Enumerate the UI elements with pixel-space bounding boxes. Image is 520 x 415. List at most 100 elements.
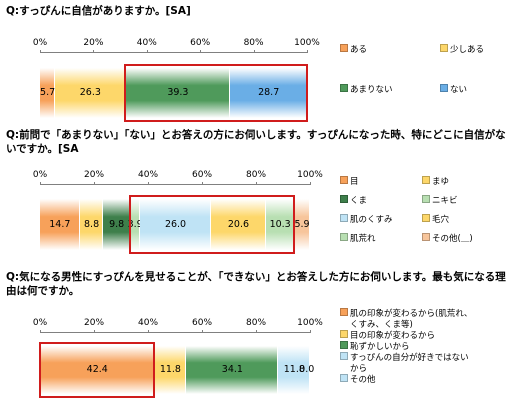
axis-tick-label: 80% <box>245 170 267 180</box>
legend-label: すっぴんの自分が好きではない <box>350 353 469 363</box>
bar-segment <box>230 68 307 118</box>
legend-item: まゆ <box>422 176 449 187</box>
bar-segment <box>40 68 56 118</box>
axis-tick <box>148 330 149 333</box>
bar-value-label: 28.7 <box>258 87 280 98</box>
legend-item: 肌荒れ <box>340 233 376 244</box>
legend-swatch <box>340 374 348 382</box>
bar-value-label: 0.0 <box>299 364 315 375</box>
axis-tick <box>310 182 311 185</box>
bar-value-label: 34.1 <box>221 364 243 375</box>
legend-swatch <box>440 44 448 52</box>
axis-tick-label: 60% <box>191 318 213 328</box>
axis-tick-label: 80% <box>245 318 267 328</box>
bar-value-label: 5.9 <box>294 218 310 230</box>
bar-segment <box>154 346 187 394</box>
axis-tick-label: 80% <box>243 38 264 48</box>
axis-tick-label: 60% <box>191 170 213 180</box>
legend-item: 目の印象が変わるから <box>340 330 435 341</box>
axis-tick <box>146 50 148 53</box>
axis-tick <box>256 182 257 185</box>
bar-value-label: 26.3 <box>79 87 101 98</box>
axis-tick-label: 100% <box>297 170 323 180</box>
axis-tick <box>307 50 308 53</box>
bar-segment <box>310 346 312 394</box>
axis-line <box>40 184 310 185</box>
axis-tick <box>253 50 255 53</box>
legend-label: ない <box>450 85 468 95</box>
axis-tick <box>200 50 202 53</box>
bar-value-label: 10.3 <box>269 218 291 230</box>
bar-value-label: 39.3 <box>167 87 189 98</box>
legend-label: 少しある <box>450 45 485 55</box>
bar-value-label: 11.8 <box>283 364 305 375</box>
legend-swatch <box>422 233 430 241</box>
legend-swatch <box>340 84 348 92</box>
legend-label: その他(＿) <box>432 234 473 244</box>
axis-tick-label: 40% <box>137 318 159 328</box>
legend-swatch <box>340 330 348 338</box>
chart-1-title: Q:すっぴんに自信がありますか。[SA] <box>6 5 191 17</box>
bar-value-label: 26.0 <box>164 218 187 230</box>
bar-value-label: 20.6 <box>227 218 250 230</box>
legend-item: すっぴんの自分が好きではない <box>340 352 469 363</box>
axis-tick-label: 0% <box>32 38 48 48</box>
legend-label: 肌の印象が変わるから(肌荒れ、 <box>350 309 473 319</box>
legend-label: まゆ <box>432 177 450 187</box>
legend-label: 毛穴 <box>432 215 450 225</box>
axis-tick <box>94 182 95 185</box>
axis-tick <box>256 330 257 333</box>
axis-tick <box>93 50 95 53</box>
legend-label: あまりない <box>350 85 393 95</box>
legend-swatch <box>340 44 348 52</box>
bar-segment <box>40 199 80 250</box>
bar-segment <box>129 199 141 250</box>
axis-tick-label: 100% <box>297 318 323 328</box>
legend-label: 目の印象が変わるから <box>350 331 436 341</box>
axis-line <box>40 52 307 53</box>
bar-segment <box>125 68 231 118</box>
legend-item: くま <box>340 195 367 206</box>
legend-swatch <box>340 214 348 222</box>
legend-item: あまりない <box>340 84 393 95</box>
axis-tick <box>310 330 311 333</box>
legend-swatch <box>340 341 348 349</box>
legend-label: 目 <box>350 177 359 187</box>
legend-label: 恥ずかしいから <box>350 342 410 352</box>
legend-item: ある <box>340 44 367 55</box>
bar-segment <box>79 199 104 250</box>
legend-swatch <box>340 308 348 316</box>
bar-segment <box>140 199 211 250</box>
chart-2-title: Q:前問で「あまりない」「ない」とお答えの方にお伺いします。すっぴんになった時、… <box>6 128 511 156</box>
bar-segment <box>55 68 126 118</box>
legend-item: 恥ずかしいから <box>340 341 410 352</box>
axis-tick <box>148 182 149 185</box>
axis-tick-label: 20% <box>83 38 104 48</box>
chart-2-title-text: Q:前問で「あまりない」「ない」とお答えの方にお伺いします。すっぴんになった時、… <box>6 129 506 155</box>
legend-swatch <box>340 352 348 360</box>
axis-tick <box>202 330 203 333</box>
legend-swatch <box>422 195 430 203</box>
axis-tick-label: 40% <box>137 170 159 180</box>
legend-item: から <box>340 363 367 374</box>
legend-item: 目 <box>340 176 359 187</box>
legend-label: から <box>350 364 368 374</box>
bar-segment <box>210 199 267 250</box>
axis-tick-label: 20% <box>83 170 105 180</box>
legend-swatch <box>340 195 348 203</box>
bar-segment <box>278 346 311 394</box>
axis-tick <box>40 50 41 53</box>
legend-label: くま <box>350 196 368 206</box>
bar-value-label: 3.9 <box>127 218 143 230</box>
axis-tick <box>94 330 95 333</box>
legend-label: その他 <box>350 375 376 385</box>
chart-3-bar: 42.4 11.8 34.1 11.8 0.0 <box>39 342 314 398</box>
bar-segment <box>294 199 310 250</box>
axis-tick-label: 0% <box>32 170 48 180</box>
legend-item: 肌のくすみ <box>340 214 393 225</box>
bar-segment <box>40 346 155 394</box>
legend-label: ニキビ <box>432 196 458 206</box>
legend-swatch <box>422 214 430 222</box>
legend-item: 毛穴 <box>422 214 449 225</box>
legend-item: 少しある <box>440 44 484 55</box>
